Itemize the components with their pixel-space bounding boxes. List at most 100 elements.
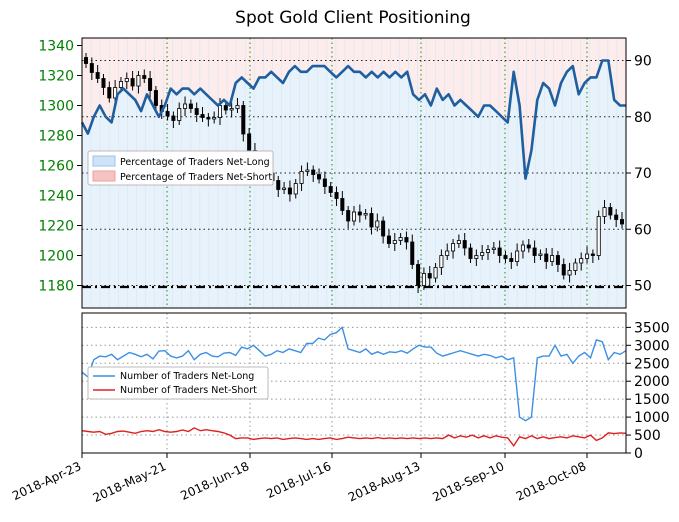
candle-body — [456, 240, 461, 244]
net-short-count-line — [81, 427, 627, 448]
candle-body — [351, 211, 357, 222]
candle-body — [491, 247, 496, 250]
candle-body — [526, 244, 531, 249]
left-tick-label: 1300 — [38, 99, 74, 115]
net-long-count-line — [81, 326, 627, 422]
candle-body — [235, 105, 240, 109]
candle-body — [398, 237, 403, 241]
candle-body — [136, 75, 141, 87]
candle-body — [567, 270, 572, 276]
left-tick-label: 1260 — [38, 159, 74, 175]
x-tick-label: 2018-Aug-13 — [346, 459, 422, 505]
lower-right-tick-label: 500 — [634, 428, 661, 444]
candle-body — [287, 187, 292, 195]
right-tick-label: 60 — [634, 222, 652, 238]
candle-body — [212, 117, 217, 120]
candle-body — [520, 244, 525, 252]
candle-body — [83, 57, 89, 64]
candle-body — [217, 105, 223, 118]
candle-body — [392, 240, 397, 244]
right-tick-label: 70 — [634, 166, 652, 182]
candle-body — [363, 213, 368, 216]
lower-right-tick-label: 0 — [634, 446, 643, 462]
lower-right-tick-label: 3500 — [634, 320, 670, 336]
lower-legend-box — [87, 366, 269, 400]
left-tick-label: 1200 — [38, 249, 74, 265]
candle-body — [590, 253, 595, 256]
candle-body — [328, 186, 333, 193]
candle-body — [334, 192, 339, 199]
candle-body — [421, 273, 426, 286]
candle-body — [451, 243, 456, 252]
legend-swatch-net-long — [92, 155, 116, 167]
candle-body — [381, 220, 386, 237]
lower-right-tick-label: 2500 — [634, 356, 670, 372]
lower-right-tick-label: 2000 — [634, 374, 670, 390]
candle-body — [614, 214, 619, 220]
candle-body — [585, 253, 590, 259]
upper-legend-box — [87, 150, 274, 186]
candle-body — [532, 247, 537, 256]
candle-body — [223, 105, 228, 111]
candle-body — [544, 253, 549, 262]
candle-body — [485, 249, 491, 253]
candle-body — [89, 63, 94, 73]
candle-body — [555, 255, 560, 265]
left-tick-label: 1280 — [38, 129, 74, 145]
x-tick-label: 2018-Jun-18 — [178, 459, 251, 503]
chart-title: Spot Gold Client Positioning — [235, 8, 471, 28]
left-tick-label: 1340 — [38, 39, 74, 55]
lower-plot-frame — [81, 312, 627, 454]
candle-body — [148, 78, 153, 91]
candle-body — [445, 250, 450, 256]
net-long-percentage-line — [80, 59, 626, 180]
candle-body — [410, 241, 415, 265]
lower-right-tick-label: 1000 — [634, 410, 670, 426]
candle-body — [416, 264, 421, 286]
legend-label-net-long-count: Number of Traders Net-Long — [120, 371, 254, 382]
candle-body — [200, 114, 205, 118]
candle-body — [118, 81, 123, 88]
candle-body — [340, 198, 345, 211]
candle-body — [317, 174, 322, 180]
candle-body — [573, 262, 578, 271]
candle-body — [515, 250, 520, 262]
candle-body — [183, 103, 188, 109]
candle-body — [596, 216, 601, 256]
legend-label-net-short: Percentage of Traders Net-Short — [120, 172, 272, 183]
candle-body — [241, 105, 246, 135]
candle-body — [433, 267, 438, 279]
x-tick-label: 2018-Jul-16 — [264, 459, 333, 501]
candle-body — [550, 255, 555, 262]
candle-body — [305, 169, 310, 172]
candle-body — [474, 255, 479, 259]
candle-body — [124, 78, 129, 82]
right-tick-label: 50 — [634, 279, 652, 295]
x-tick-label: 2018-Apr-23 — [10, 459, 83, 503]
right-tick-label: 90 — [634, 54, 652, 70]
candle-body — [497, 247, 502, 256]
candle-body — [468, 247, 473, 259]
candle-body — [538, 253, 543, 256]
candle-body — [427, 273, 432, 279]
candle-body — [194, 108, 199, 115]
candle-body — [299, 171, 304, 184]
candle-body — [322, 178, 327, 187]
lower-right-tick-label: 1500 — [634, 392, 670, 408]
candle-body — [404, 237, 409, 243]
candle-body — [247, 133, 252, 151]
candle-body — [101, 78, 106, 88]
candle-body — [608, 207, 613, 216]
candle-body — [579, 258, 584, 264]
candle-body — [206, 117, 211, 120]
right-tick-label: 80 — [634, 110, 652, 126]
candle-body — [95, 72, 100, 79]
candle-body — [561, 264, 566, 276]
legend-label-net-long: Percentage of Traders Net-Long — [120, 157, 270, 168]
candle-body — [462, 240, 467, 249]
candle-body — [480, 252, 485, 256]
x-tick-label: 2018-Oct-08 — [514, 459, 588, 504]
candle-body — [142, 75, 147, 79]
